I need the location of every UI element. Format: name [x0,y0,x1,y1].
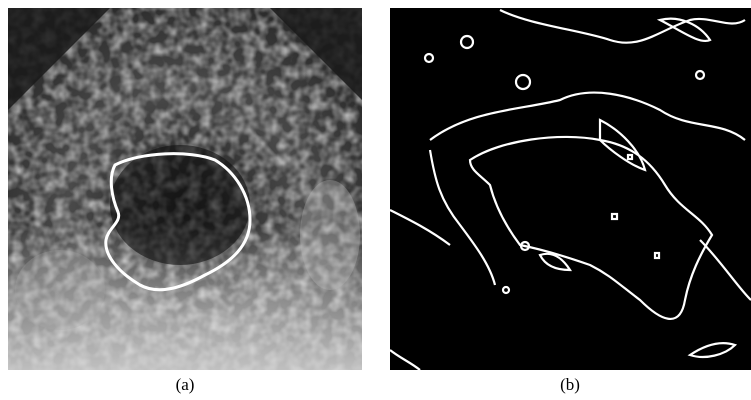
panel-a-image [8,8,362,370]
panel-caption: (a) [176,375,195,394]
figure-canvas: (a) (b) [0,0,751,400]
figure: (a) (b) [0,0,751,400]
panel-b-image [390,8,751,370]
panel-caption: (b) [560,375,580,394]
